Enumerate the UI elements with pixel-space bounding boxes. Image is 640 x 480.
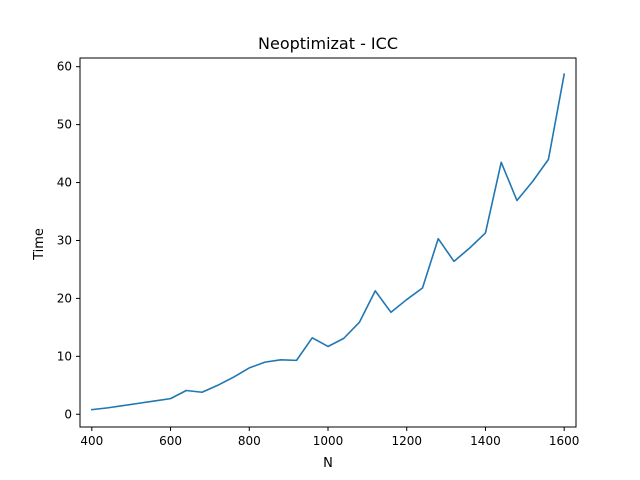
y-tick-label: 0 <box>64 407 72 421</box>
y-tick-label: 50 <box>57 118 72 132</box>
y-axis: 0 10 20 30 40 50 60 <box>57 60 80 421</box>
x-tick-label: 800 <box>238 434 261 448</box>
chart-title: Neoptimizat - ICC <box>258 34 398 53</box>
y-axis-label: Time <box>32 228 47 261</box>
y-tick-label: 20 <box>57 291 72 305</box>
x-tick-label: 600 <box>159 434 182 448</box>
x-tick-label: 1200 <box>391 434 422 448</box>
x-tick-label: 1600 <box>549 434 580 448</box>
series-line <box>90 73 566 411</box>
y-tick-label: 60 <box>57 60 72 74</box>
x-tick-label: 1000 <box>313 434 344 448</box>
x-axis-label: N <box>323 456 333 471</box>
y-tick-label: 40 <box>57 176 72 190</box>
x-axis: 400 600 800 1000 1200 1400 1600 <box>80 427 579 448</box>
axes-frame <box>79 57 577 428</box>
x-tick-label: 400 <box>80 434 103 448</box>
y-tick-label: 10 <box>57 349 72 363</box>
y-tick-label: 30 <box>57 233 72 247</box>
plot-area <box>90 73 566 411</box>
x-tick-label: 1400 <box>470 434 501 448</box>
